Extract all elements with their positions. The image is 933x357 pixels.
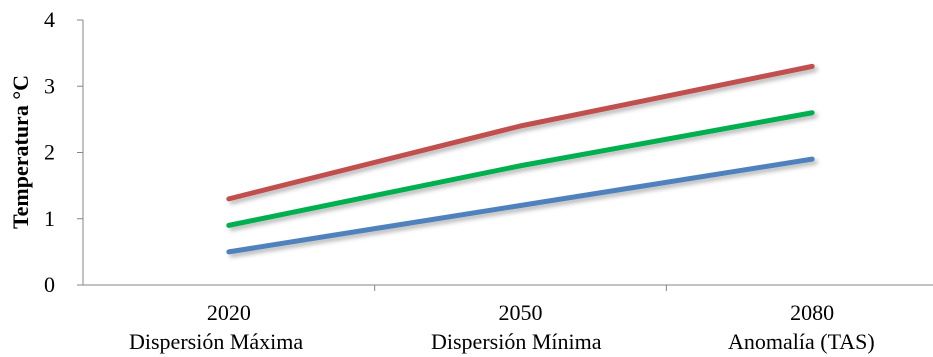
legend-label: Anomalía (TAS) [728,329,875,354]
series-line-3 [226,110,815,228]
y-axis: 0 1 2 3 4 [44,7,84,297]
y-tick-label: 2 [44,140,55,165]
legend-item: Dispersión Máxima [77,329,303,354]
legend-item: Anomalía (TAS) [676,329,875,354]
x-tick-label: 2050 [499,300,543,325]
y-axis-title: Temperatura °C [8,75,33,229]
legend-label: Dispersión Mínima [431,329,602,354]
y-tick-label: 1 [44,206,55,231]
series-line-1 [226,63,815,202]
series-line-2 [226,156,815,255]
x-tick-label: 2080 [790,300,834,325]
y-tick-label: 0 [44,272,55,297]
x-axis: 2020 2050 2080 [83,284,933,325]
series-lines [226,63,815,255]
y-tick-label: 3 [44,73,55,98]
x-tick-label: 2020 [207,300,251,325]
legend-item: Dispersión Mínima [379,329,602,354]
y-tick-label: 4 [44,7,55,32]
legend: Dispersión Máxima Dispersión Mínima Anomal… [77,329,875,354]
legend-label: Dispersión Máxima [129,329,303,354]
